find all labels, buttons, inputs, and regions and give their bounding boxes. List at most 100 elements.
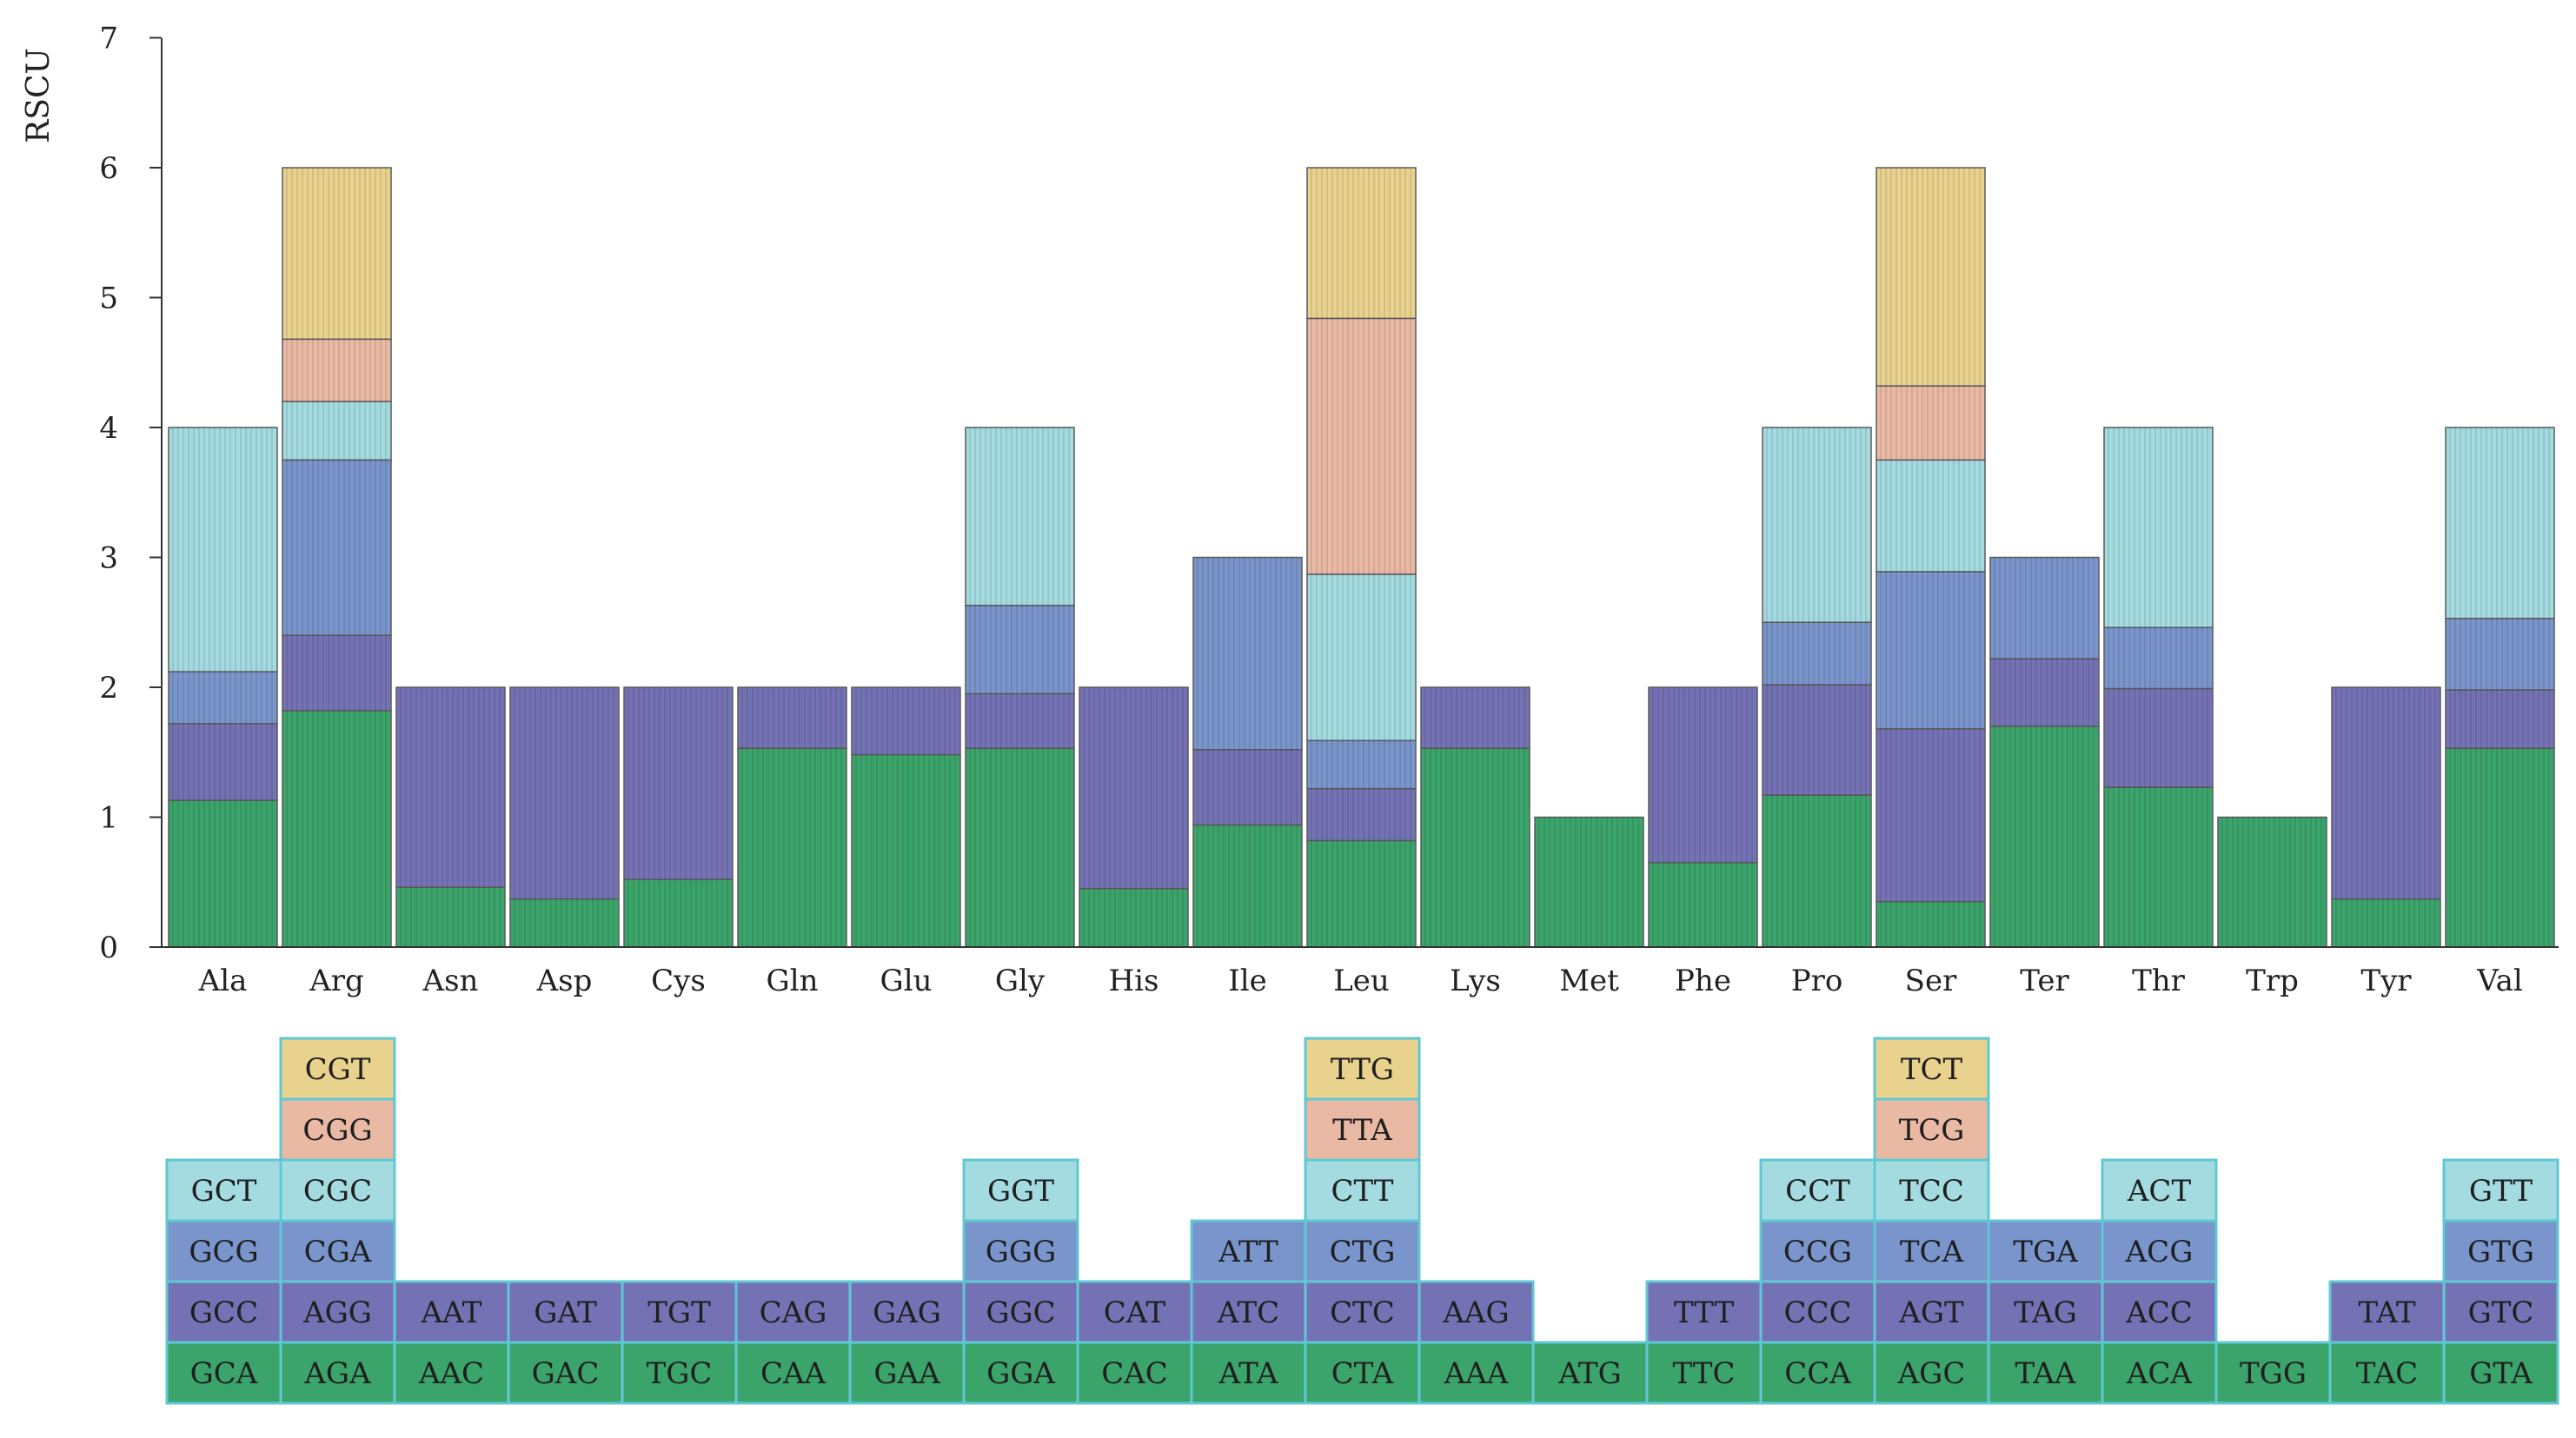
bar-segment-ctt [1306, 573, 1417, 742]
codon-cell: TTT [1645, 1280, 1763, 1344]
codon-label: GCA [190, 1356, 258, 1391]
codon-label: ACG [2125, 1235, 2194, 1269]
codon-cell-box [2101, 1158, 2218, 1223]
codon-cell: CGA [279, 1219, 396, 1283]
codon-cell-box [1190, 1219, 1307, 1283]
codon-cell: GCT [165, 1158, 282, 1223]
bar-segment-agg [282, 634, 392, 712]
x-tick-labels: Ala Arg Asn Asp Cys Gln Glu Gly His Ile Leu Lys Met P… [198, 964, 2523, 998]
bar-segment-taa [1989, 726, 2100, 948]
codon-cell: TAG [1987, 1280, 2104, 1344]
bar-segment-ccg [1762, 621, 1872, 686]
codon-label: AAT [421, 1296, 482, 1330]
x-tick-label: Phe [1675, 964, 1731, 998]
codon-cell-box [1304, 1037, 1421, 1101]
bar-group-gln [737, 686, 847, 948]
bar-segment-gcg [168, 671, 278, 725]
codon-label: TAA [2015, 1356, 2076, 1391]
codon-cell: CGT [279, 1037, 396, 1101]
bar-texture [2449, 427, 2550, 947]
codon-label: ACC [2125, 1296, 2193, 1330]
bar-segment-cga [282, 459, 392, 636]
bar-segment-ttt [1648, 686, 1758, 864]
codon-cell-box [1304, 1280, 1421, 1344]
codon-label: CCT [1785, 1174, 1850, 1209]
bar-group-met [1534, 816, 1644, 948]
bar-segment-gtc [2445, 689, 2555, 750]
codon-cell-box [165, 1219, 282, 1283]
y-tick-label: 3 [99, 541, 118, 576]
codon-cell: CTT [1304, 1158, 1421, 1223]
codon-label: CAC [1101, 1356, 1168, 1391]
bar-segment-tgc [623, 878, 734, 948]
codon-label: ATT [1218, 1235, 1278, 1269]
bar-segment-tcg [1876, 385, 1986, 461]
x-tick-label: Thr [2132, 964, 2186, 998]
x-tick-label: Met [1559, 964, 1619, 998]
codon-cell: GAG [848, 1280, 966, 1344]
bar-texture [514, 687, 614, 947]
bar-segment-gcc [168, 723, 278, 801]
codon-cell-box [1987, 1219, 2104, 1283]
codon-cell: AGC [1873, 1341, 1990, 1405]
bar-texture [855, 687, 956, 947]
x-tick-label: Ala [198, 964, 248, 998]
codon-label: CAA [760, 1356, 827, 1391]
bar-segment-acg [2103, 626, 2214, 690]
codon-cell-box [2442, 1219, 2559, 1283]
codon-cell-box [2442, 1158, 2559, 1223]
bar-texture [1424, 687, 1525, 947]
bar-segment-ccc [1762, 684, 1872, 796]
codon-cell: GCG [165, 1219, 282, 1283]
y-tick-label: 0 [99, 931, 118, 965]
codon-label: CTT [1331, 1174, 1393, 1209]
bar-texture [627, 687, 728, 947]
codon-cell: GTG [2442, 1219, 2559, 1283]
codon-label: TCG [1899, 1113, 1965, 1148]
codon-label: TAC [2356, 1356, 2418, 1391]
codon-label: ATA [1218, 1356, 1278, 1391]
bar-texture [400, 687, 501, 947]
codon-label: CGC [303, 1174, 372, 1209]
bar-segment-ctg [1306, 739, 1417, 790]
codon-cell: TGC [621, 1341, 738, 1405]
bar-segment-aga [282, 710, 392, 948]
codon-cell: GTC [2442, 1280, 2559, 1344]
codon-cell-box [734, 1280, 852, 1344]
bar-segment-ctc [1306, 787, 1417, 842]
codon-cell: CGG [279, 1097, 396, 1162]
codon-cell: GCA [165, 1341, 282, 1405]
codon-label: GGA [986, 1356, 1055, 1391]
codon-cell: ATT [1190, 1219, 1307, 1283]
bar-group-trp [2217, 816, 2327, 948]
codon-cell: GAA [848, 1341, 966, 1405]
codon-label: CGA [304, 1235, 372, 1269]
bar-segment-act [2103, 427, 2214, 628]
codon-label: TCT [1901, 1052, 1963, 1087]
codon-label: TGA [2013, 1235, 2078, 1269]
codon-label: CTC [1330, 1296, 1395, 1330]
x-tick-label: His [1109, 964, 1159, 998]
codon-label: TGG [2240, 1356, 2307, 1391]
codon-label: GAG [873, 1296, 941, 1330]
x-tick-label: Glu [880, 964, 933, 998]
codon-label: GCG [189, 1235, 258, 1269]
codon-cell: TCT [1873, 1037, 1990, 1101]
codon-cell: TCA [1873, 1219, 1990, 1283]
codon-cell: ACG [2101, 1219, 2218, 1283]
codon-cell-box [962, 1158, 1079, 1223]
codon-cell-box [1304, 1097, 1421, 1162]
codon-legend-table: GCA GCC GCG GCT AGA AGG CGA CGC CGG CGT AAC AAT GAC G… [165, 1037, 2559, 1405]
codon-cell: CTG [1304, 1219, 1421, 1283]
codon-cell: AAT [393, 1280, 510, 1344]
bar-group-asp [509, 686, 620, 948]
bar-texture [286, 168, 387, 947]
codon-cell: CTC [1304, 1280, 1421, 1344]
codon-cell: TTA [1304, 1097, 1421, 1162]
codon-cell-box [1873, 1341, 1990, 1405]
codon-cell: CAG [734, 1280, 852, 1344]
codon-cell-box [962, 1341, 1079, 1405]
codon-label: CAG [760, 1296, 827, 1330]
codon-label: CCA [1784, 1356, 1851, 1391]
codon-cell-box [2442, 1341, 2559, 1405]
